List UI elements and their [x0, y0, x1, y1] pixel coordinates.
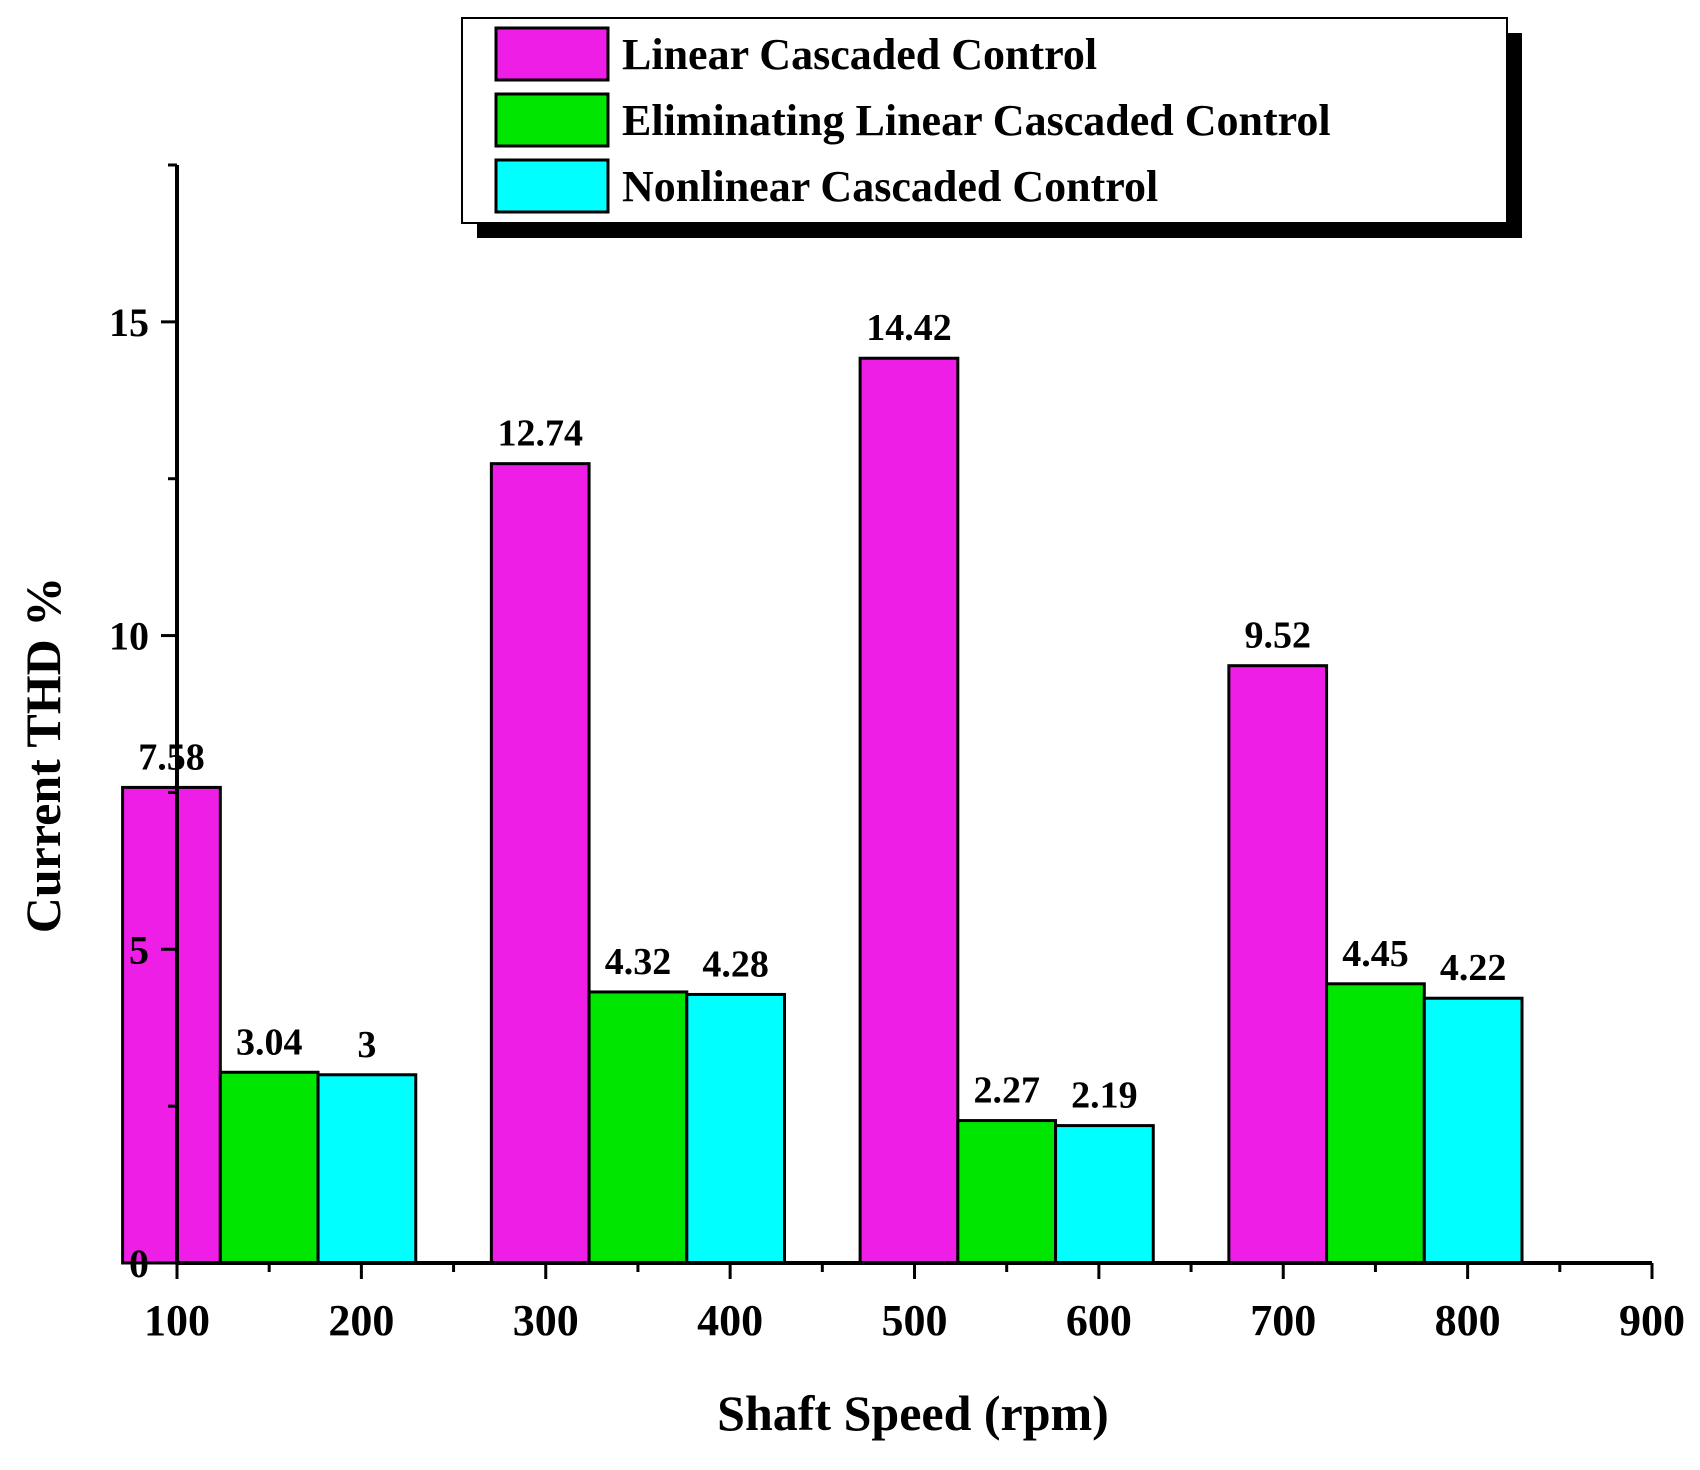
x-tick-label: 200 — [328, 1296, 394, 1345]
x-tick-label: 500 — [882, 1296, 948, 1345]
bar — [316, 1073, 418, 1265]
x-tick-label: 900 — [1619, 1296, 1685, 1345]
x-tick-label: 300 — [513, 1296, 579, 1345]
legend-swatch — [494, 158, 610, 214]
bar-value-label: 4.22 — [1440, 947, 1507, 989]
bar-value-label: 4.32 — [605, 941, 672, 983]
bar — [685, 992, 787, 1265]
legend-swatch — [494, 26, 610, 82]
y-tick-label: 10 — [109, 614, 149, 659]
bar-value-label: 14.42 — [866, 307, 952, 349]
y-tick-label: 0 — [129, 1241, 149, 1286]
bar — [1227, 664, 1329, 1265]
x-tick-label: 400 — [697, 1296, 763, 1345]
bar-value-label: 9.52 — [1244, 615, 1311, 657]
bar — [1054, 1124, 1155, 1265]
y-axis-title: Current THD % — [15, 577, 71, 934]
bar — [587, 990, 689, 1265]
bar — [121, 785, 222, 1265]
bar-value-label: 4.28 — [702, 943, 769, 985]
x-axis-title: Shaft Speed (rpm) — [717, 1385, 1109, 1441]
bar — [956, 1119, 1058, 1265]
x-tick-label: 600 — [1066, 1296, 1132, 1345]
x-tick-label: 700 — [1250, 1296, 1316, 1345]
bar-value-label: 2.19 — [1071, 1075, 1138, 1117]
bar-value-label: 2.27 — [973, 1070, 1040, 1112]
bar — [1325, 982, 1426, 1265]
bar-value-label: 3.04 — [236, 1021, 303, 1063]
legend-label: Nonlinear Cascaded Control — [622, 162, 1158, 211]
legend: Linear Cascaded Control Eliminating Linea… — [461, 17, 1522, 238]
bar — [489, 462, 591, 1265]
bar — [218, 1070, 320, 1265]
legend-label: Eliminating Linear Cascaded Control — [622, 96, 1331, 145]
x-tick-label: 800 — [1435, 1296, 1501, 1345]
data-labels-layer: 7.58 3.04 3 12.74 4.32 4.28 14.42 2.27 2.19 9.52 4… — [138, 307, 1506, 1116]
y-tick-label: 15 — [109, 300, 149, 345]
x-tick-label: 100 — [144, 1296, 210, 1345]
y-tick-label: 5 — [129, 927, 149, 972]
bar — [1422, 996, 1524, 1265]
bar-value-label: 4.45 — [1342, 933, 1409, 975]
bar-value-label: 7.58 — [138, 736, 205, 778]
bars-layer — [121, 356, 1524, 1265]
legend-box — [461, 17, 1508, 224]
bar — [858, 356, 960, 1265]
axes-layer: 100 200 300 400 500 600 700 800 900 0 5 10 15 — [109, 163, 1685, 1345]
legend-swatch — [494, 92, 610, 148]
legend-label: Linear Cascaded Control — [622, 30, 1097, 79]
legend-items: Linear Cascaded Control Eliminating Linea… — [494, 26, 1331, 214]
bar-value-label: 3 — [357, 1024, 376, 1066]
bar-value-label: 12.74 — [497, 413, 583, 455]
